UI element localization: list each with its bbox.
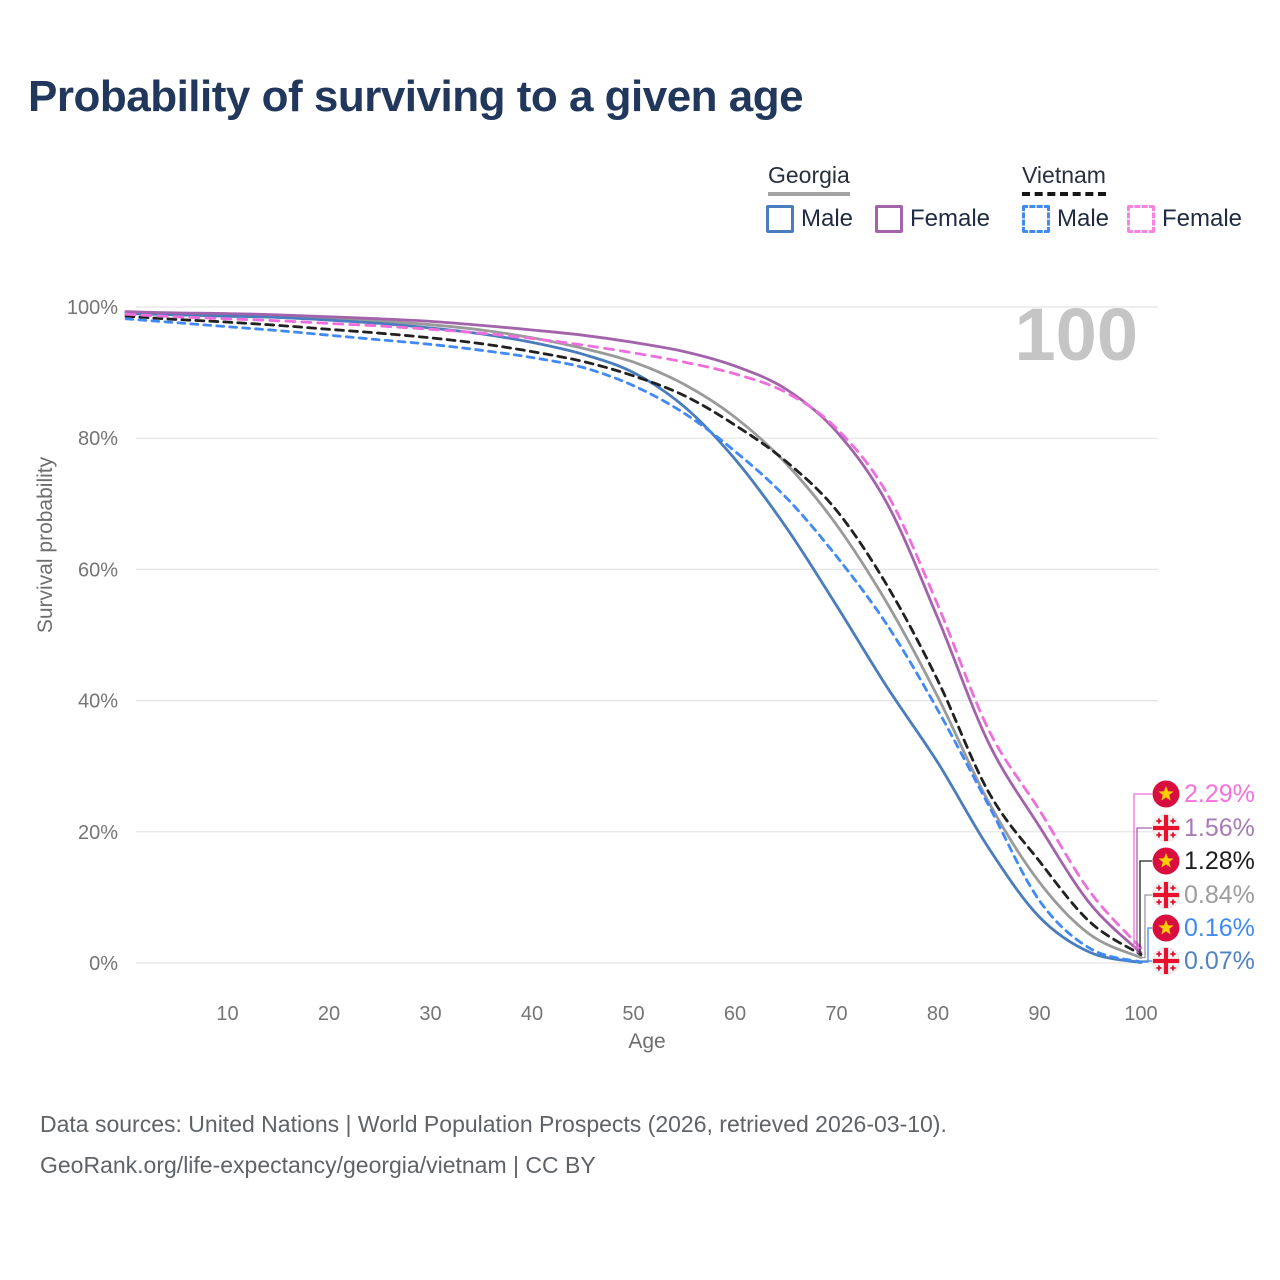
leader-lines-group: [1133, 793, 1152, 964]
legend-item-vietnam-male[interactable]: Male: [1022, 205, 1109, 233]
x-tick-label-30: 30: [419, 1003, 441, 1025]
leader-line-georgia-female: [1136, 827, 1152, 954]
leader-line-vietnam-male: [1141, 927, 1152, 963]
end-label-georgia: 0.84%: [1184, 881, 1255, 909]
curve-vietnam-male: [124, 317, 1143, 964]
curve-vietnam-female: [124, 312, 1143, 950]
leader-line-vietnam: [1139, 860, 1152, 956]
curve-georgia-male: [124, 312, 1143, 964]
vietnam-flag-icon: [1152, 914, 1180, 942]
x-tick-label-20: 20: [318, 1003, 340, 1025]
curve-vietnam: [124, 314, 1143, 956]
y-tick-label-100: 100%: [67, 297, 118, 319]
curves-group: [124, 310, 1143, 964]
footer: Data sources: United Nations | World Pop…: [40, 1104, 947, 1186]
vietnam-male-swatch-icon: [1022, 205, 1050, 233]
curve-georgia: [124, 311, 1143, 959]
x-tick-label-10: 10: [216, 1003, 238, 1025]
legend-group-vietnam: Vietnam: [1022, 162, 1106, 196]
watermark-age: 100: [1015, 293, 1138, 376]
end-labels-group: 0.84% 0.07% 1.56% 1.28% 0.16% 2.29%: [1152, 780, 1255, 975]
footer-data-sources: Data sources: United Nations | World Pop…: [40, 1111, 947, 1137]
georgia-flag-icon: [1152, 881, 1180, 909]
x-axis-title: Age: [628, 1030, 665, 1053]
x-tick-label-70: 70: [825, 1003, 847, 1025]
legend-item-label: Male: [801, 205, 854, 232]
leader-line-vietnam-female: [1133, 793, 1152, 949]
y-tick-label-40: 40%: [78, 691, 118, 713]
legend-item-georgia-female[interactable]: Female: [875, 205, 990, 233]
y-tick-label-60: 60%: [78, 559, 118, 581]
georgia-flag-icon: [1152, 814, 1180, 842]
end-label-vietnam-female: 2.29%: [1184, 780, 1255, 808]
legend-group-georgia: Georgia: [768, 162, 850, 196]
x-tick-label-90: 90: [1028, 1003, 1050, 1025]
georgia-male-swatch-icon: [766, 205, 794, 233]
end-label-georgia-male: 0.07%: [1184, 947, 1255, 975]
legend-item-georgia-male[interactable]: Male: [766, 205, 853, 233]
end-label-vietnam: 1.28%: [1184, 847, 1255, 875]
legend-item-label: Male: [1057, 205, 1110, 232]
x-tick-label-60: 60: [724, 1003, 746, 1025]
y-tick-label-80: 80%: [78, 428, 118, 450]
y-tick-label-20: 20%: [78, 822, 118, 844]
end-label-georgia-female: 1.56%: [1184, 814, 1255, 842]
legend-item-label: Female: [1162, 205, 1243, 232]
vietnam-flag-icon: [1152, 847, 1180, 875]
georgia-female-swatch-icon: [875, 205, 903, 233]
leader-line-georgia: [1141, 894, 1152, 959]
y-axis-tick-labels: 100% 80% 60% 40% 20% 0%: [67, 297, 118, 975]
page-title: Probability of surviving to a given age: [28, 72, 804, 121]
y-tick-label-0: 0%: [89, 953, 118, 975]
vietnam-flag-icon: [1152, 780, 1180, 808]
footer-source-url: GeoRank.org/life-expectancy/georgia/viet…: [40, 1152, 596, 1178]
legend-item-label: Female: [910, 205, 991, 232]
vietnam-female-swatch-icon: [1127, 205, 1155, 233]
curve-georgia-female: [124, 310, 1143, 955]
georgia-flag-icon: [1152, 947, 1180, 975]
legend-item-vietnam-female[interactable]: Female: [1127, 205, 1242, 233]
gridlines-group: [136, 306, 1158, 964]
x-tick-label-40: 40: [521, 1003, 543, 1025]
y-axis-title: Survival probability: [34, 456, 57, 633]
x-tick-label-50: 50: [622, 1003, 644, 1025]
x-axis-tick-labels: 10 20 30 40 50 60 70 80 90 100: [216, 1003, 1157, 1025]
x-tick-label-80: 80: [927, 1003, 949, 1025]
x-tick-label-100: 100: [1124, 1003, 1157, 1025]
end-label-vietnam-male: 0.16%: [1184, 914, 1255, 942]
